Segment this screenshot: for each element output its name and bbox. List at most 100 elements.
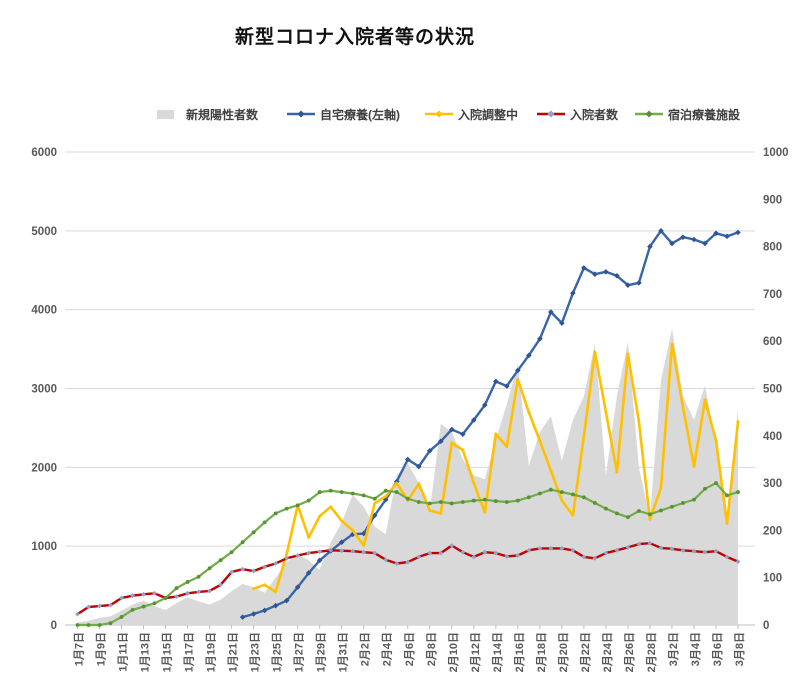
series-marker-入院者数 — [405, 559, 411, 565]
series-marker-宿泊療養施設 — [86, 623, 91, 627]
series-marker-自宅療養(左軸) — [669, 240, 675, 247]
series-marker-自宅療養(左軸) — [382, 496, 389, 503]
x-axis-tick-label: 3月8日 — [733, 632, 746, 666]
series-marker-入院者数 — [383, 557, 389, 563]
legend-area-swatch-icon — [157, 110, 174, 119]
series-marker-宿泊療養施設 — [207, 566, 212, 571]
series-area-新規陽性者数 — [77, 328, 738, 625]
left-axis-tick-label: 6000 — [31, 147, 57, 159]
series-marker-入院者数 — [119, 595, 124, 601]
series-marker-入院者数 — [273, 561, 279, 566]
series-marker-入院者数 — [394, 561, 400, 566]
series-marker-自宅療養(左軸) — [603, 269, 609, 275]
series-marker-宿泊療養施設 — [130, 607, 135, 612]
series-marker-自宅療養(左軸) — [360, 530, 367, 537]
series-marker-入院者数 — [361, 549, 367, 555]
series-marker-入院者数 — [185, 590, 190, 596]
series-marker-入院調整中 — [549, 469, 553, 473]
x-axis-tick-label: 1月31日 — [337, 632, 350, 672]
legend-item-5[interactable]: 宿泊療養施設 — [634, 104, 740, 124]
series-marker-宿泊療養施設 — [725, 493, 729, 498]
right-axis-tick-label: 400 — [763, 431, 782, 443]
right-axis-tick-label: 500 — [763, 384, 782, 396]
series-marker-宿泊療養施設 — [581, 495, 586, 500]
series-marker-入院調整中 — [284, 552, 289, 556]
series-marker-入院調整中 — [714, 438, 718, 443]
x-axis-tick-label: 1月27日 — [293, 632, 306, 672]
series-marker-宿泊療養施設 — [637, 509, 641, 513]
series-marker-入院者数 — [537, 545, 543, 551]
series-marker-宿泊療養施設 — [119, 615, 124, 619]
series-marker-入院調整中 — [604, 410, 608, 414]
series-marker-入院調整中 — [626, 352, 630, 356]
series-marker-宿泊療養施設 — [537, 491, 542, 496]
legend-item-2[interactable]: 自宅療養(左軸) — [286, 104, 400, 124]
series-marker-入院調整中 — [560, 498, 564, 503]
series-marker-入院者数 — [559, 545, 565, 551]
x-axis-tick-label: 2月4日 — [381, 632, 394, 666]
series-marker-入院調整中 — [681, 405, 685, 410]
series-marker-宿泊療養施設 — [681, 501, 685, 505]
series-marker-宿泊療養施設 — [339, 490, 344, 495]
series-marker-宿泊療養施設 — [603, 506, 608, 511]
legend-item-1[interactable]: 新規陽性者数 — [152, 104, 258, 124]
x-axis-tick-label: 3月4日 — [689, 632, 702, 666]
series-marker-宿泊療養施設 — [471, 498, 476, 503]
series-marker-自宅療養(左軸) — [515, 367, 521, 374]
legend-line-marker-icon — [287, 110, 315, 118]
series-marker-宿泊療養施設 — [592, 501, 597, 505]
right-axis-tick-label: 200 — [763, 525, 782, 537]
series-marker-入院調整中 — [725, 521, 729, 526]
x-axis-tick-label: 1月7日 — [73, 632, 86, 666]
series-marker-入院者数 — [427, 550, 433, 556]
series-marker-入院調整中 — [394, 481, 399, 485]
chart-legend: 新規陽性者数 自宅療養(左軸) 入院調整中 入院者数 宿泊療養施設 — [0, 104, 800, 124]
series-marker-宿泊療養施設 — [714, 481, 718, 486]
series-marker-入院者数 — [75, 611, 80, 617]
series-marker-宿泊療養施設 — [383, 488, 388, 493]
series-marker-入院調整中 — [273, 590, 278, 594]
series-marker-入院者数 — [482, 549, 488, 555]
series-marker-入院者数 — [570, 547, 576, 553]
series-marker-自宅療養(左軸) — [261, 607, 268, 614]
series-marker-入院者数 — [251, 568, 257, 574]
series-marker-自宅療養(左軸) — [537, 336, 543, 342]
x-axis-tick-label: 2月2日 — [359, 632, 372, 666]
x-axis-tick-label: 2月26日 — [623, 632, 636, 672]
series-marker-宿泊療養施設 — [438, 500, 443, 504]
series-marker-宿泊療養施設 — [152, 601, 157, 606]
series-marker-自宅療養(左軸) — [592, 271, 598, 277]
x-axis-tick-label: 2月18日 — [535, 632, 548, 672]
series-marker-自宅療養(左軸) — [614, 272, 620, 279]
series-marker-宿泊療養施設 — [306, 498, 311, 503]
legend-item-3[interactable]: 入院調整中 — [424, 104, 518, 124]
left-axis-tick-label: 1000 — [31, 541, 57, 553]
right-axis-tick-label: 900 — [763, 194, 782, 206]
series-marker-入院者数 — [284, 555, 290, 561]
series-marker-入院調整中 — [505, 444, 509, 449]
legend-item-4[interactable]: 入院者数 — [536, 104, 618, 124]
series-marker-入院者数 — [229, 569, 235, 575]
left-axis-tick-label: 4000 — [31, 305, 57, 317]
series-marker-自宅療養(左軸) — [371, 512, 378, 519]
series-marker-入院者数 — [438, 550, 444, 556]
series-marker-宿泊療養施設 — [361, 493, 366, 498]
right-axis-tick-label: 100 — [763, 573, 782, 585]
series-marker-入院者数 — [614, 547, 620, 553]
series-marker-宿泊療養施設 — [350, 491, 355, 496]
series-marker-宿泊療養施設 — [614, 511, 619, 516]
series-marker-入院調整中 — [427, 508, 432, 513]
legend-label: 宿泊療養施設 — [668, 107, 741, 122]
series-marker-入院者数 — [339, 548, 345, 554]
series-marker-宿泊療養施設 — [570, 492, 575, 497]
series-marker-自宅療養(左軸) — [272, 602, 279, 609]
series-marker-宿泊療養施設 — [196, 574, 201, 579]
legend-line-marker-icon — [537, 110, 565, 118]
x-axis-tick-label: 1月21日 — [227, 632, 240, 672]
series-marker-入院者数 — [108, 602, 113, 608]
x-axis-tick-label: 1月19日 — [205, 632, 218, 672]
series-marker-入院調整中 — [527, 410, 531, 414]
x-axis-tick-label: 1月29日 — [315, 632, 328, 672]
series-marker-自宅療養(左軸) — [426, 447, 433, 454]
